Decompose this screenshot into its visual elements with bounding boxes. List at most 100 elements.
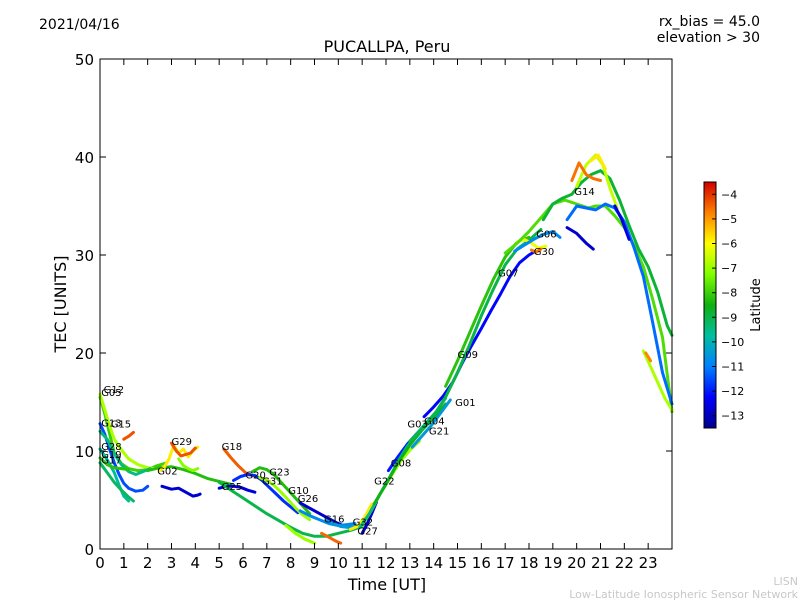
series-line-g20 — [232, 473, 300, 515]
satellite-label-g02: G02 — [157, 467, 177, 478]
colorbar-tick-label: −9 — [721, 311, 737, 324]
series-line-g16red — [320, 531, 343, 545]
series-line-g14c — [565, 202, 674, 406]
x-tick-label: 4 — [191, 554, 201, 572]
series-line-g14o — [589, 153, 607, 171]
satellite-label-g07: G07 — [498, 269, 518, 280]
x-tick-label: 10 — [329, 554, 348, 572]
satellite-label-g30: G30 — [534, 247, 554, 258]
x-tick-label: 22 — [615, 554, 634, 572]
x-tick-label: 21 — [591, 554, 610, 572]
satellite-label-g31: G31 — [262, 476, 282, 487]
series-line-g30end — [565, 226, 595, 251]
x-tick-label: 6 — [238, 554, 248, 572]
colorbar-tick-label: −5 — [721, 213, 737, 226]
satellite-label-g21: G21 — [429, 426, 449, 437]
series-line-g29c — [170, 441, 197, 458]
series-line-g14blue — [613, 204, 631, 241]
series-line-g28 — [98, 447, 131, 503]
colorbar-tick-label: −12 — [721, 385, 744, 398]
satellite-label-g18: G18 — [222, 442, 242, 453]
x-tick-label: 16 — [472, 554, 491, 572]
colorbar-tick-label: −8 — [721, 287, 737, 300]
series-line-g17 — [98, 461, 135, 503]
satellite-label-g15: G15 — [111, 420, 131, 431]
x-tick-label: 12 — [376, 554, 395, 572]
satellite-label-g23: G23 — [269, 468, 289, 479]
satellite-label-g32: G32 — [353, 518, 373, 529]
x-tick-label: 15 — [448, 554, 467, 572]
colorbar-label: Latitude — [749, 278, 764, 332]
elevation-label: elevation > 30 — [656, 30, 760, 46]
watermark-subtitle: Low-Latitude Ionospheric Sensor Network — [569, 588, 798, 601]
y-tick-label: 10 — [75, 443, 94, 461]
series-line-g26blue — [160, 484, 202, 498]
series-line-g-late2 — [644, 351, 653, 363]
axes: 0 1 2 3 4 5 6 7 8 9 10 11 12 13 14 15 16 17 18 19 20 21 22 2301… — [75, 51, 672, 572]
colorbar-tick-label: −11 — [721, 361, 744, 374]
satellite-label-g08: G08 — [391, 459, 411, 470]
series-line-g32 — [348, 502, 374, 531]
y-axis-label: TEC [UNITS] — [51, 256, 70, 354]
satellite-label-g16: G16 — [324, 515, 344, 526]
series-line-g26 — [298, 509, 357, 527]
x-tick-label: 0 — [95, 554, 105, 572]
x-tick-label: 13 — [400, 554, 419, 572]
x-tick-label: 2 — [143, 554, 153, 572]
series-line-g14r — [570, 161, 602, 182]
satellite-label-g10: G10 — [288, 486, 308, 497]
satellite-label-g25: G25 — [222, 482, 242, 493]
date-label: 2021/04/16 — [39, 17, 120, 33]
series-line-g07 — [444, 235, 531, 388]
satellite-label-g20: G20 — [245, 470, 265, 481]
series-line-g29b — [177, 457, 200, 473]
series-line-g06 — [513, 230, 562, 253]
satellite-label-g09: G09 — [458, 350, 478, 361]
x-tick-label: 9 — [310, 554, 320, 572]
x-tick-label: 8 — [286, 554, 296, 572]
x-tick-label: 20 — [567, 554, 586, 572]
series-line-g31 — [258, 476, 312, 522]
series-line-g14b — [541, 169, 674, 337]
satellite-label-g05: G05 — [101, 388, 121, 399]
series-line-g19 — [98, 456, 131, 472]
colorbar-ticks: −4 −5 −6 −7 −8 −9 −10 −11 −12 −13 — [712, 188, 744, 423]
satellite-label-g03: G03 — [407, 420, 427, 431]
satellite-label-g13: G13 — [101, 419, 121, 430]
series-line-g11 — [217, 480, 364, 538]
y-tick-label: 40 — [75, 149, 94, 167]
series-line-g11y — [284, 524, 316, 545]
satellite-label-g12: G12 — [104, 385, 124, 396]
colorbar-tick-label: −6 — [721, 238, 737, 251]
x-tick-label: 11 — [353, 554, 372, 572]
colorbar-tick-label: −7 — [721, 262, 737, 275]
satellite-label-g22: G22 — [374, 476, 394, 487]
satellite-label-g01: G01 — [455, 398, 475, 409]
series-line-g15b — [122, 430, 135, 441]
x-axis-label: Time [UT] — [347, 575, 426, 594]
watermark-title: LISN — [773, 575, 798, 588]
satellite-label-g26: G26 — [298, 494, 318, 505]
x-tick-label: 7 — [262, 554, 272, 572]
series-line-g30r — [529, 247, 543, 254]
rx-bias-label: rx_bias = 45.0 — [658, 14, 760, 30]
x-tick-label: 19 — [543, 554, 562, 572]
x-tick-label: 17 — [496, 554, 515, 572]
series-line-g-late1 — [641, 349, 674, 412]
colorbar-tick-label: −10 — [721, 336, 744, 349]
series-line-g21 — [410, 398, 452, 449]
satellite-label-g04: G04 — [424, 417, 444, 428]
satellite-label-g06: G06 — [536, 229, 556, 240]
x-tick-label: 14 — [424, 554, 443, 572]
x-tick-label: 23 — [639, 554, 658, 572]
y-tick-label: 30 — [75, 247, 94, 265]
satellite-label-g14: G14 — [574, 187, 594, 198]
satellite-label-g19: G19 — [101, 450, 121, 461]
series-line-g14 — [503, 198, 674, 414]
chart-title: PUCALLPA, Peru — [323, 37, 451, 56]
y-tick-label: 50 — [75, 51, 94, 69]
series-layer — [98, 153, 674, 545]
satellite-label-g17: G17 — [101, 456, 121, 467]
